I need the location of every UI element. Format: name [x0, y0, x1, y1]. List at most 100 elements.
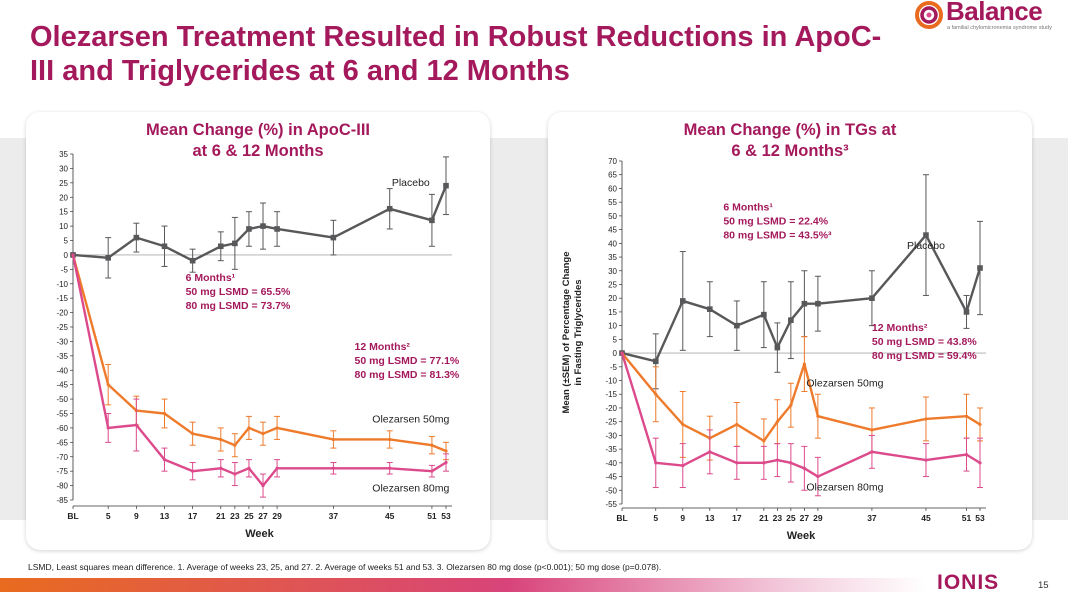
apoc3-x-tick-label: 51 — [427, 511, 437, 521]
apoc3-x-tick-label: 53 — [441, 511, 451, 521]
tg-series-olezarsen-50mg-point — [789, 403, 793, 407]
tg-series-placebo-point — [761, 311, 767, 318]
apoc3-y-tick-label: -30 — [56, 337, 68, 346]
tg-series-placebo-point — [652, 358, 659, 365]
tg-series-olezarsen-50mg-point — [681, 422, 685, 427]
apoc3-series-olezarsen-50mg-point — [247, 426, 251, 430]
tg-title-line1: Mean Change (%) in TGs at — [683, 121, 897, 139]
ionis-logo: IONIS — [937, 571, 1000, 594]
apoc3-x-tick-label: 27 — [258, 511, 268, 521]
tg-series-placebo-point — [815, 300, 821, 307]
apoc3-series-placebo-point — [386, 205, 393, 212]
tg-series-olezarsen-80mg-point — [762, 461, 766, 465]
apoc3-series-placebo-point — [274, 226, 280, 232]
tg-chart-title: Mean Change (%) in TGs at 6 & 12 Months³ — [548, 120, 1032, 162]
tg-x-tick-label: 25 — [786, 513, 796, 523]
apoc3-y-tick-label: 35 — [59, 150, 68, 159]
tg-y-tick-label: 65 — [608, 171, 617, 180]
tg-series-olezarsen-50mg-point — [775, 420, 779, 424]
apoc3-x-tick-label: BL — [67, 511, 78, 521]
tg-x-tick-label: 5 — [653, 513, 658, 523]
apoc3-x-axis-label: Week — [245, 528, 274, 540]
apoc3-series-olezarsen-50mg-point — [275, 426, 279, 430]
apoc3-y-tick-label: 25 — [59, 179, 68, 188]
tg-y-tick-label: -5 — [610, 363, 618, 372]
tg-series-olezarsen-80mg-point — [802, 466, 806, 470]
tg-series-olezarsen-50mg-point — [978, 422, 982, 427]
apoc3-y-tick-label: -5 — [61, 265, 69, 274]
apoc3-y-tick-label: 5 — [64, 237, 69, 246]
apoc3-y-tick-label: -15 — [56, 294, 68, 303]
tg-y-tick-label: 35 — [608, 253, 617, 262]
apoc3-y-tick-label: -50 — [56, 395, 68, 404]
apoc3-series-olezarsen-80mg-point — [275, 466, 279, 470]
apoc3-series-placebo-point — [217, 243, 224, 250]
footer-gradient-bar — [0, 578, 925, 592]
apoc3-y-tick-label: -40 — [56, 366, 68, 375]
apoc3-series-olezarsen-80mg-line — [71, 254, 447, 487]
apoc3-series-olezarsen-50mg-point — [219, 437, 223, 442]
tg-series-placebo-point — [963, 309, 970, 315]
apoc3-series-label: Placebo — [392, 177, 430, 189]
tg-series-placebo-point — [801, 300, 808, 307]
tg-series-olezarsen-50mg-line — [621, 352, 981, 443]
tg-series-olezarsen-80mg-point — [620, 351, 624, 355]
apoc3-series-olezarsen-80mg-point — [331, 466, 335, 470]
apoc3-series-placebo-point — [189, 257, 196, 264]
tg-series-label: Placebo — [907, 240, 945, 252]
tg-y-tick-label: 15 — [608, 308, 617, 317]
apoc3-series-olezarsen-80mg-point — [261, 483, 265, 488]
tg-x-tick-label: 29 — [813, 513, 823, 523]
apoc3-series-placebo-point — [330, 234, 337, 241]
tg-series-olezarsen-80mg-point — [789, 461, 793, 465]
tg-y-tick-label: -25 — [605, 418, 617, 427]
tg-series-olezarsen-80mg-point — [708, 450, 712, 454]
apoc3-series-placebo-point — [161, 243, 168, 250]
apoc3-x-tick-label: 5 — [106, 511, 111, 521]
tg-annotation-2-line: 80 mg LSMD = 59.4% — [872, 350, 977, 362]
apoc3-chart-title: Mean Change (%) in ApoC-III at 6 & 12 Mo… — [26, 120, 490, 162]
tg-annotation-1-line: 80 mg LSMD = 43.5%³ — [723, 229, 832, 241]
tg-y-tick-label: 20 — [608, 294, 617, 303]
apoc3-x-tick-label: 23 — [230, 511, 240, 521]
tg-y-tick-label: 25 — [608, 280, 617, 289]
tg-series-olezarsen-50mg-point — [735, 422, 739, 427]
tg-y-tick-label: -30 — [605, 431, 617, 440]
apoc3-y-tick-label: -20 — [56, 309, 68, 318]
balance-swirl-icon — [915, 1, 943, 29]
apoc3-series-olezarsen-80mg-point — [444, 460, 448, 465]
apoc3-series-olezarsen-50mg-point — [162, 411, 167, 416]
tg-x-tick-label: 37 — [867, 513, 877, 523]
tg-x-tick-label: 27 — [800, 513, 810, 523]
tg-annotation-2-line: 50 mg LSMD = 43.8% — [872, 336, 977, 348]
tg-annotation-2-line: 12 Months² — [872, 322, 928, 334]
tg-y-tick-label: 0 — [613, 349, 618, 358]
apoc3-series-olezarsen-80mg-point — [233, 472, 237, 476]
logo-tagline: a familial chylomicronemia syndrome stud… — [947, 25, 1052, 31]
apoc3-series-placebo-line — [72, 185, 448, 262]
slide-title: Olezarsen Treatment Resulted in Robust R… — [30, 21, 882, 87]
tg-y-tick-label: 10 — [608, 322, 617, 331]
balance-logo: Balance a familial chylomicronemia syndr… — [914, 0, 1064, 36]
apoc3-series-olezarsen-80mg-point — [219, 466, 223, 470]
tg-y-tick-label: 30 — [608, 267, 617, 276]
tg-y-tick-label: -20 — [605, 404, 617, 413]
apoc3-y-tick-label: -80 — [56, 482, 68, 491]
apoc3-series-olezarsen-50mg-point — [233, 443, 237, 447]
tg-y-tick-label: 60 — [608, 184, 617, 193]
apoc3-x-tick-label: 9 — [134, 511, 139, 521]
tg-x-axis-label: Week — [787, 530, 816, 542]
tg-series-placebo-line — [621, 233, 982, 363]
apoc3-series-olezarsen-80mg-point — [106, 426, 110, 430]
apoc3-series-olezarsen-80mg-point — [162, 458, 167, 462]
apoc3-y-tick-label: -55 — [56, 410, 68, 419]
logo-wordmark: Balance — [946, 0, 1043, 26]
tg-series-olezarsen-50mg-point — [816, 414, 820, 418]
apoc3-series-label: Olezarsen 50mg — [372, 413, 449, 425]
apoc3-annotation-2-line: 50 mg LSMD = 77.1% — [355, 355, 460, 367]
tg-series-placebo-point — [923, 232, 929, 238]
tg-y-tick-label: -45 — [605, 473, 617, 482]
tg-x-tick-label: 45 — [921, 513, 931, 523]
tg-annotation-1-line: 6 Months¹ — [723, 201, 773, 213]
apoc3-x-tick-label: 21 — [216, 511, 226, 521]
